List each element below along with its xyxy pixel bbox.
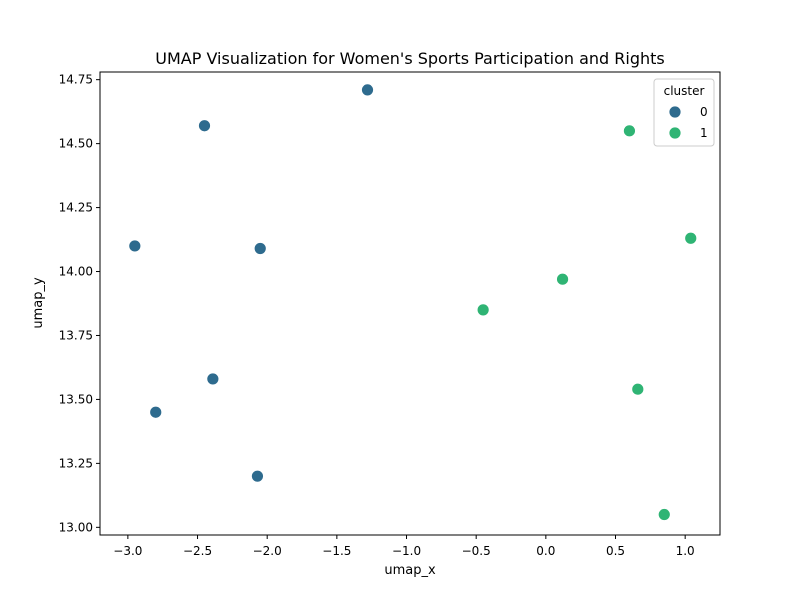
plot-area	[100, 72, 720, 535]
data-point-cluster-1	[623, 124, 636, 138]
data-point-cluster-0	[128, 239, 142, 253]
data-point-cluster-0	[251, 469, 264, 483]
legend-label: 1	[700, 126, 708, 140]
x-axis-label: umap_x	[384, 563, 436, 578]
data-point-cluster-0	[149, 405, 163, 419]
x-tick-label: −1.5	[322, 544, 351, 558]
y-axis: 13.00 13.25 13.50 13.75 14.00 14.25 14.50 14.75	[59, 73, 100, 534]
data-point-cluster-0	[253, 242, 267, 255]
y-tick-label: 14.25	[59, 201, 93, 215]
y-tick-label: 13.50	[59, 392, 93, 406]
x-tick-label: −2.5	[183, 544, 212, 558]
x-axis: −3.0 −2.5 −2.0 −1.5 −1.0 −0.5 0.0 0.5 1.0	[113, 535, 695, 558]
legend-box	[653, 78, 715, 147]
x-tick-label: −3.0	[113, 544, 142, 558]
legend-marker	[668, 105, 682, 119]
legend: cluster 0 1	[653, 78, 715, 147]
legend-label: 0	[700, 105, 708, 119]
data-point-cluster-1	[657, 508, 671, 521]
x-tick-label: 0.5	[606, 544, 625, 558]
data-point-cluster-1	[631, 382, 645, 396]
data-point-cluster-0	[206, 372, 220, 386]
data-point-cluster-1	[556, 272, 569, 286]
y-tick-label: 14.75	[59, 73, 93, 87]
x-tick-label: −1.0	[392, 544, 421, 558]
x-tick-label: −0.5	[462, 544, 491, 558]
data-point-cluster-1	[684, 231, 698, 245]
data-points	[128, 83, 698, 521]
chart-title: UMAP Visualization for Women's Sports Pa…	[155, 49, 665, 68]
data-point-cluster-0	[361, 83, 374, 97]
y-axis-label: umap_y	[31, 277, 46, 329]
y-tick-label: 13.75	[59, 328, 93, 342]
y-tick-label: 14.50	[59, 137, 93, 151]
y-tick-label: 14.00	[59, 265, 93, 279]
x-tick-label: −2.0	[253, 544, 282, 558]
legend-marker	[668, 126, 682, 140]
y-tick-label: 13.25	[59, 456, 93, 470]
y-tick-label: 13.00	[59, 520, 93, 534]
plot-frame	[99, 71, 721, 536]
x-tick-label: 1.0	[676, 544, 695, 558]
data-point-cluster-1	[476, 303, 490, 317]
legend-title: cluster	[664, 84, 705, 98]
data-point-cluster-0	[198, 119, 211, 133]
x-tick-label: 0.0	[536, 544, 555, 558]
